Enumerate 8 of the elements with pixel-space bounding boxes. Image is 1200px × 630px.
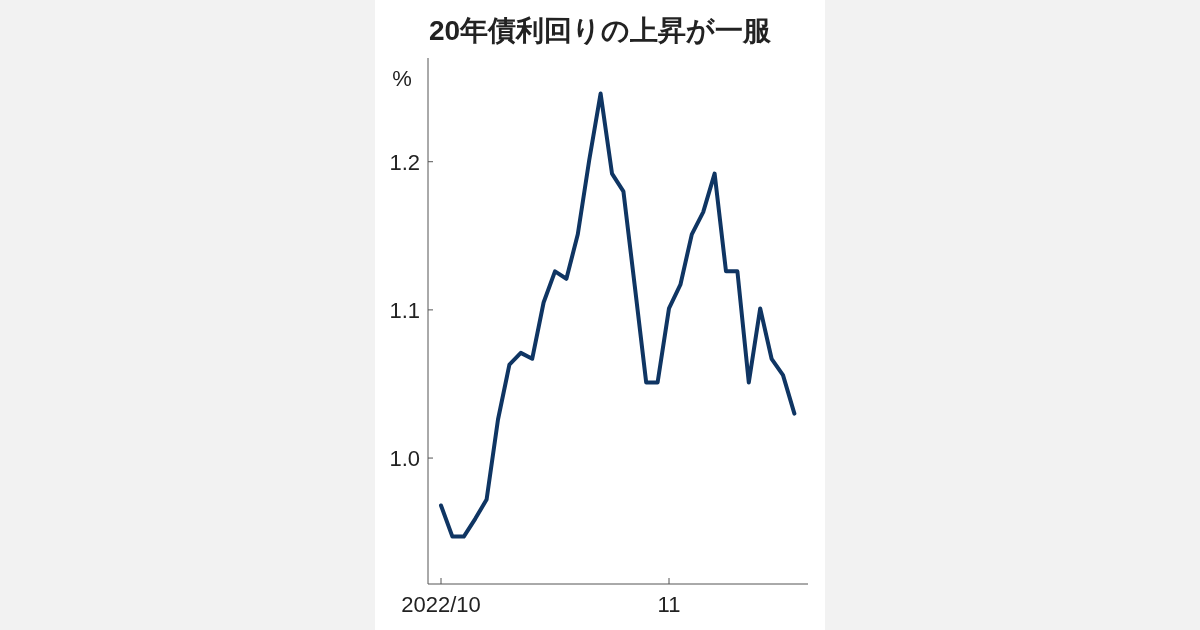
y-axis-title: % xyxy=(392,66,412,91)
y-tick-label: 1.2 xyxy=(389,149,420,175)
line-series xyxy=(439,91,797,539)
x-tick-label: 11 xyxy=(657,592,681,617)
chart-title: 20年債利回りの上昇が一服 xyxy=(428,15,773,46)
x-tick-label: 2022/10 xyxy=(401,592,481,617)
y-tick-label: 1.0 xyxy=(389,446,420,472)
y-tick-label: 1.1 xyxy=(389,297,420,323)
